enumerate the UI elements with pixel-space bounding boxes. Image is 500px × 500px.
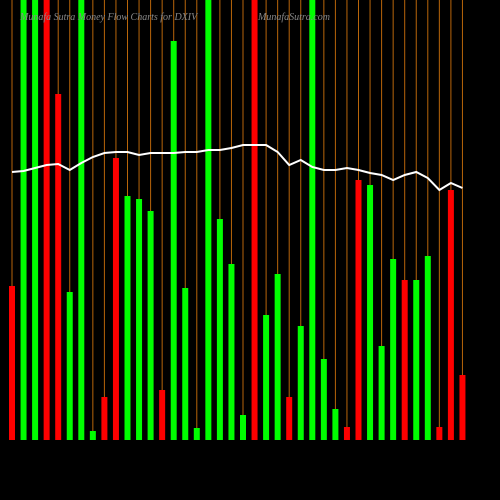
bar	[55, 94, 62, 440]
bar	[136, 199, 143, 440]
bar	[390, 259, 397, 440]
bar	[228, 264, 235, 440]
bar	[332, 409, 339, 440]
bar	[436, 427, 443, 440]
bar	[193, 428, 200, 440]
line	[11, 144, 463, 192]
bar	[9, 286, 15, 440]
bar	[205, 0, 212, 440]
bar	[216, 219, 223, 440]
bar	[378, 346, 385, 440]
bar	[78, 0, 85, 440]
bar	[251, 0, 258, 440]
bar	[101, 397, 108, 440]
bar	[182, 288, 189, 440]
bar	[89, 431, 96, 440]
bar	[355, 180, 362, 440]
bar	[66, 292, 73, 440]
bar	[286, 397, 293, 440]
bar	[320, 359, 327, 440]
bar	[401, 280, 408, 440]
bar	[159, 390, 166, 440]
bar	[124, 196, 131, 440]
bar	[424, 256, 431, 440]
bar	[447, 190, 454, 440]
bar	[170, 41, 177, 440]
bar	[43, 0, 50, 440]
bar	[240, 415, 246, 440]
chart-subtitle: MunafaSutra.com	[257, 12, 330, 23]
bar	[32, 0, 39, 440]
bar	[20, 0, 27, 440]
bar	[309, 0, 316, 440]
bar	[274, 274, 281, 440]
chart-title: Munafa Sutra Money Flow Charts for DXIV	[19, 12, 199, 23]
bar	[343, 427, 350, 440]
bar	[112, 158, 119, 440]
bar	[413, 280, 420, 440]
bar	[147, 211, 154, 440]
bar	[367, 185, 374, 440]
bar	[459, 375, 466, 440]
bar	[263, 315, 270, 440]
bar	[297, 326, 304, 440]
